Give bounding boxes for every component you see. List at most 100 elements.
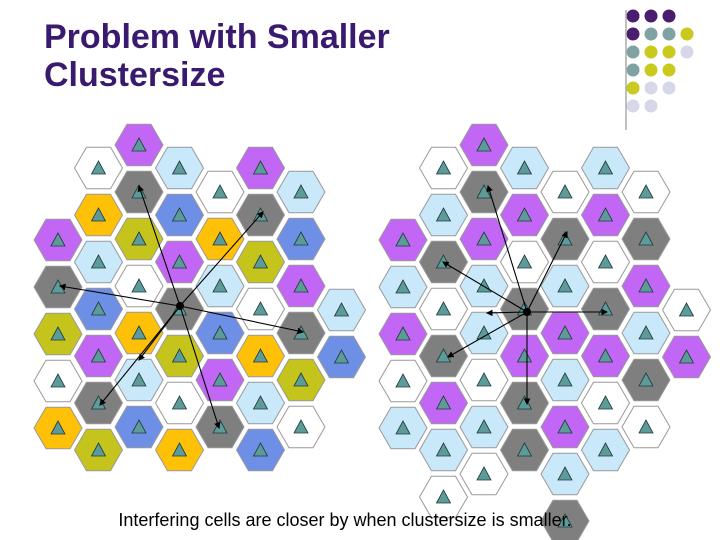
triangle-icon	[435, 160, 452, 175]
triangle-icon	[557, 419, 573, 434]
triangle-icon	[638, 278, 654, 293]
triangle-icon	[90, 301, 107, 316]
hex-cell	[154, 193, 205, 237]
triangle-icon	[395, 326, 411, 341]
hex-cell	[418, 475, 469, 519]
triangle-icon	[90, 207, 107, 222]
triangle-icon	[50, 420, 66, 435]
hex-cell	[661, 335, 712, 379]
triangle-icon	[171, 395, 188, 410]
hex-cell	[540, 217, 590, 261]
triangle-icon	[395, 420, 411, 435]
cluster-layout-large	[33, 123, 367, 472]
triangle-icon	[293, 372, 309, 387]
triangle-icon	[131, 372, 147, 387]
hex-cell	[114, 170, 164, 214]
decoration-dot	[662, 45, 676, 59]
hex-cell	[316, 335, 367, 379]
hex-cell	[580, 240, 631, 284]
triangle-icon	[435, 489, 452, 504]
hex-cell	[114, 264, 164, 308]
triangle-icon	[252, 160, 269, 175]
triangle-icon	[395, 232, 411, 247]
hex-cell	[621, 264, 671, 308]
triangle-icon	[516, 348, 533, 363]
triangle-icon	[557, 278, 573, 293]
triangle-icon	[212, 325, 228, 340]
triangle-icon	[557, 231, 573, 246]
decoration-dot	[662, 27, 676, 41]
hex-cell	[276, 170, 326, 214]
hex-cell	[195, 264, 245, 308]
triangle-icon	[557, 325, 573, 340]
triangle-icon	[638, 372, 654, 387]
hex-cell	[580, 381, 631, 425]
slide-title: Problem with Smaller Clustersize	[44, 18, 564, 94]
triangle-icon	[252, 442, 269, 457]
hex-cell	[621, 405, 671, 449]
interference-link	[179, 305, 221, 430]
triangle-icon	[597, 348, 614, 363]
triangle-icon	[333, 302, 350, 317]
interference-link	[447, 311, 528, 358]
hex-cell	[621, 311, 671, 355]
hex-cell	[114, 405, 164, 449]
interference-link	[58, 283, 181, 307]
decoration-dot	[626, 45, 640, 59]
hex-cell	[621, 217, 671, 261]
interference-link	[137, 184, 181, 307]
decoration-dot	[662, 81, 676, 95]
triangle-icon	[90, 254, 107, 269]
hex-cell	[540, 311, 590, 355]
triangle-icon	[252, 254, 269, 269]
triangle-icon	[678, 349, 695, 364]
triangle-icon	[212, 278, 228, 293]
triangle-icon	[50, 373, 66, 388]
hex-cell	[540, 452, 590, 496]
hex-cell	[154, 334, 205, 378]
hex-cell	[459, 358, 509, 402]
hex-cell	[195, 217, 245, 261]
triangle-icon	[171, 442, 188, 457]
hex-cell	[418, 146, 469, 190]
interference-link	[179, 211, 264, 307]
hex-cell	[459, 405, 509, 449]
decoration-dot	[662, 9, 676, 23]
hex-cell	[114, 123, 164, 167]
hex-cell	[378, 218, 428, 262]
hex-cell	[276, 358, 326, 402]
triangle-icon	[293, 419, 309, 434]
hex-cell	[154, 146, 205, 190]
hex-cell	[418, 287, 469, 331]
hex-cell	[195, 405, 245, 449]
hex-cell	[580, 428, 631, 472]
caption: Interfering cells are closer by when clu…	[118, 510, 572, 530]
hex-cell	[316, 288, 367, 332]
hex-cell	[195, 311, 245, 355]
triangle-icon	[476, 419, 492, 434]
triangle-icon	[557, 372, 573, 387]
hex-cell	[499, 240, 550, 284]
triangle-icon	[293, 184, 309, 199]
hex-cell	[418, 334, 469, 378]
triangle-icon	[597, 207, 614, 222]
triangle-icon	[50, 326, 66, 341]
triangle-icon	[638, 231, 654, 246]
decoration-dot	[626, 63, 640, 77]
decoration-dot	[644, 63, 658, 77]
hex-cell	[73, 240, 124, 284]
hex-cell	[540, 358, 590, 402]
interference-link	[485, 309, 528, 317]
triangle-icon	[435, 348, 452, 363]
triangle-icon	[131, 231, 147, 246]
hex-cell	[418, 193, 469, 237]
hex-cell	[459, 452, 509, 496]
hex-cell	[459, 217, 509, 261]
hex-cell	[33, 312, 83, 356]
hex-cell	[33, 265, 83, 309]
hex-cell	[114, 217, 164, 261]
triangle-icon	[212, 231, 228, 246]
hex-cell	[459, 170, 509, 214]
hex-cell	[418, 381, 469, 425]
